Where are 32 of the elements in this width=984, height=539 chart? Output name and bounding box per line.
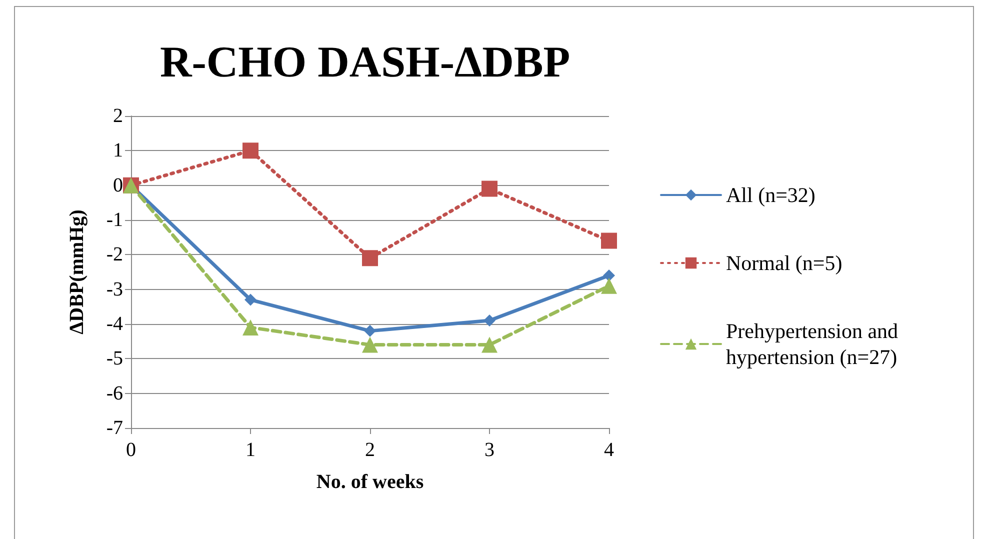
y-tick-label: -5 (106, 348, 123, 370)
x-tick-label: 1 (246, 439, 256, 461)
y-tick-label: -7 (106, 417, 123, 439)
y-tick-label: 1 (113, 140, 123, 162)
x-tick-label: 4 (604, 439, 614, 461)
point (364, 324, 376, 337)
point (601, 232, 617, 249)
point (242, 142, 258, 159)
y-tick-label: -1 (106, 209, 123, 231)
chart-title: R-CHO DASH-ΔDBP (160, 38, 570, 86)
point (484, 314, 496, 327)
y-axis-title: ΔDBP(mmHg) (66, 210, 88, 334)
y-tick-label: -6 (106, 382, 123, 404)
point (362, 336, 378, 353)
point (601, 278, 617, 294)
legend-label: Prehypertension and hypertension (n=27) (726, 319, 904, 369)
x-tick-label: 2 (365, 439, 375, 461)
point (482, 336, 498, 353)
legend-label: All (n=32) (726, 183, 816, 207)
point (242, 319, 258, 336)
x-tick-label: 3 (484, 439, 494, 461)
legend-label: Normal (n=5) (726, 251, 842, 275)
y-tick-label: -2 (106, 244, 123, 266)
point (362, 250, 378, 266)
y-tick-label: 2 (113, 105, 123, 127)
point (244, 294, 256, 306)
y-tick-label: -3 (106, 278, 123, 300)
point (482, 180, 498, 197)
point (603, 269, 615, 282)
y-tick-label: 0 (113, 174, 123, 196)
x-axis-title: No. of weeks (316, 471, 424, 493)
y-tick-label: -4 (106, 313, 123, 335)
